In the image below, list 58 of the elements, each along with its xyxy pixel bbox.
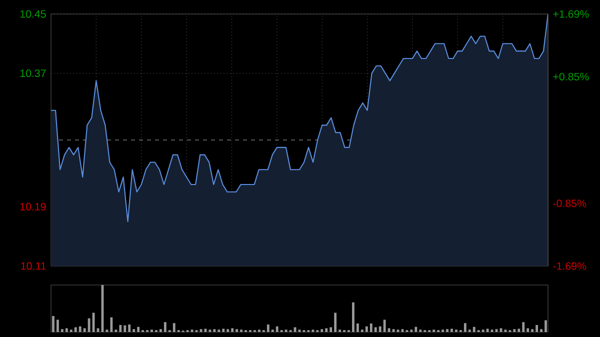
bar: [365, 326, 368, 332]
bar: [65, 328, 68, 332]
bar: [83, 328, 86, 332]
bar: [531, 329, 534, 332]
bar: [544, 320, 547, 332]
bar: [325, 328, 328, 332]
bar: [226, 329, 230, 332]
bar: [446, 329, 448, 332]
bar: [388, 328, 390, 332]
y-tick-label: 10.37: [20, 70, 46, 78]
bar: [52, 316, 54, 332]
bar: [370, 324, 372, 332]
bar: [164, 322, 166, 332]
y-tick-label: 10.45: [20, 10, 46, 18]
bar: [231, 328, 234, 332]
bar: [60, 329, 64, 332]
bar: [124, 325, 126, 332]
bar: [172, 323, 176, 332]
y2-tick-label: +1.69%: [553, 10, 589, 18]
bar: [88, 318, 90, 332]
bar: [378, 326, 382, 332]
bar: [132, 329, 136, 332]
bar: [137, 326, 140, 332]
bar: [320, 329, 324, 332]
bar: [464, 323, 466, 332]
y-tick-label: 10.11: [21, 262, 46, 270]
bar: [119, 324, 122, 332]
bar: [522, 322, 525, 332]
y-tick-label: 10.19: [20, 202, 46, 210]
bar: [56, 320, 59, 332]
y2-tick-label: +0.85%: [553, 72, 589, 80]
bar: [352, 302, 354, 332]
bar: [213, 329, 216, 332]
bar: [78, 326, 82, 332]
bar: [414, 326, 418, 332]
bar: [330, 327, 332, 332]
bar: [110, 317, 113, 332]
bar: [450, 328, 453, 332]
bar: [276, 326, 278, 332]
bar: [236, 329, 238, 332]
bar: [74, 327, 77, 332]
bar: [160, 329, 162, 332]
bar: [536, 324, 538, 332]
bar: [486, 328, 489, 332]
y2-tick-label: -1.69%: [553, 262, 586, 270]
bar: [513, 329, 516, 332]
bar: [526, 328, 530, 332]
bar: [518, 328, 520, 332]
y2-tick-label: -0.85%: [553, 200, 586, 208]
bar: [266, 324, 270, 332]
bar: [383, 320, 386, 332]
bar: [356, 324, 359, 332]
bar: [540, 329, 542, 332]
bar: [334, 312, 337, 332]
bar: [128, 324, 131, 332]
bar: [222, 328, 225, 332]
bar: [374, 327, 377, 332]
bar: [472, 326, 476, 332]
